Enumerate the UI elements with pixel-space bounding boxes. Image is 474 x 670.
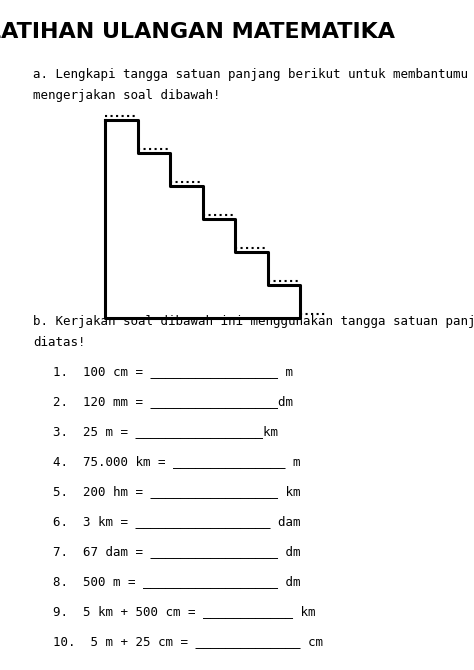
Text: 1.  100 cm = _________________ m: 1. 100 cm = _________________ m: [53, 365, 293, 378]
Text: 2.  120 mm = _________________dm: 2. 120 mm = _________________dm: [53, 395, 293, 408]
Text: 8.  500 m = __________________ dm: 8. 500 m = __________________ dm: [53, 575, 301, 588]
Text: a. Lengkapi tangga satuan panjang berikut untuk membantumu
mengerjakan soal diba: a. Lengkapi tangga satuan panjang beriku…: [33, 68, 468, 102]
Text: 5.  200 hm = _________________ km: 5. 200 hm = _________________ km: [53, 485, 301, 498]
Text: 6.  3 km = __________________ dam: 6. 3 km = __________________ dam: [53, 515, 301, 528]
Text: 10.  5 m + 25 cm = ______________ cm: 10. 5 m + 25 cm = ______________ cm: [53, 635, 323, 648]
Text: 9.  5 km + 500 cm = ____________ km: 9. 5 km + 500 cm = ____________ km: [53, 605, 315, 618]
Text: 4.  75.000 km = _______________ m: 4. 75.000 km = _______________ m: [53, 455, 301, 468]
Text: b. Kerjakan soal dibawah ini menggunakan tangga satuan panjang
diatas!: b. Kerjakan soal dibawah ini menggunakan…: [33, 315, 474, 349]
Text: LATIHAN ULANGAN MATEMATIKA: LATIHAN ULANGAN MATEMATIKA: [0, 22, 395, 42]
Text: 7.  67 dam = _________________ dm: 7. 67 dam = _________________ dm: [53, 545, 301, 558]
Text: 3.  25 m = _________________km: 3. 25 m = _________________km: [53, 425, 278, 438]
